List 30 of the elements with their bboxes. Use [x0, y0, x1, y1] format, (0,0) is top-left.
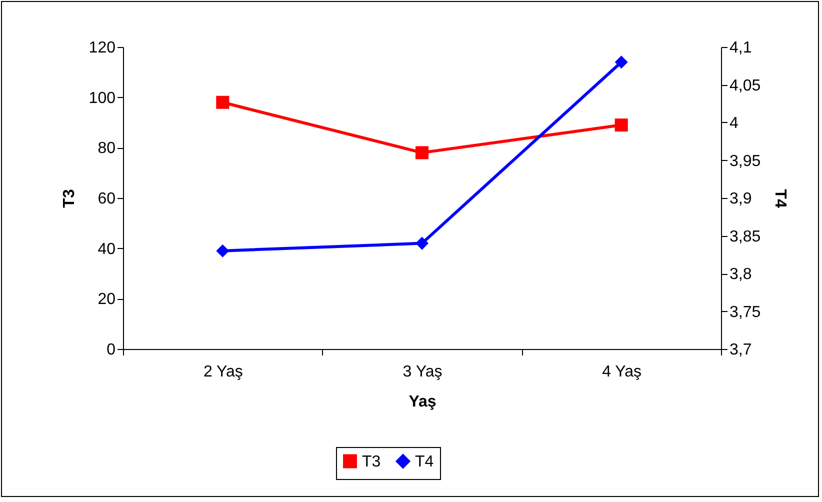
point [614, 56, 628, 69]
point [415, 146, 429, 160]
legend-label: T4 [415, 453, 434, 470]
point [216, 244, 230, 258]
y-tick-label: 120 [88, 40, 116, 56]
y2-tick-label: 4,05 [730, 77, 761, 94]
y2-tick-label: 4 [730, 115, 738, 132]
y2-tick-label: 4,1 [730, 40, 752, 56]
y-axis-title: T3 [60, 189, 78, 208]
x-tick-label: 4 Yaş [602, 364, 642, 380]
y-tick-label: 80 [98, 140, 116, 158]
y-tick-label: 40 [98, 240, 116, 258]
y-tick-label: 100 [88, 90, 116, 107]
y2-tick-label: 3,95 [730, 152, 761, 170]
y-tick-label: 60 [98, 190, 116, 208]
x-tick-label: 3 Yaş [402, 364, 442, 380]
x-tick-label: 2 Yaş [203, 364, 243, 380]
y2-tick-label: 3,85 [730, 228, 761, 246]
y2-tick-label: 3,7 [730, 342, 752, 358]
y-tick-label: 20 [98, 291, 116, 308]
x-axis-title: Yaş [408, 394, 436, 410]
y2-tick-label: 3,9 [730, 190, 752, 208]
y2-axis-title: T4 [772, 189, 789, 208]
y-tick-label: 0 [106, 342, 116, 358]
point [614, 118, 628, 132]
point [415, 236, 429, 250]
y2-tick-label: 3,8 [730, 266, 752, 283]
point [216, 96, 230, 109]
legend-label: T3 [362, 453, 381, 470]
y2-tick-label: 3,75 [730, 304, 761, 321]
